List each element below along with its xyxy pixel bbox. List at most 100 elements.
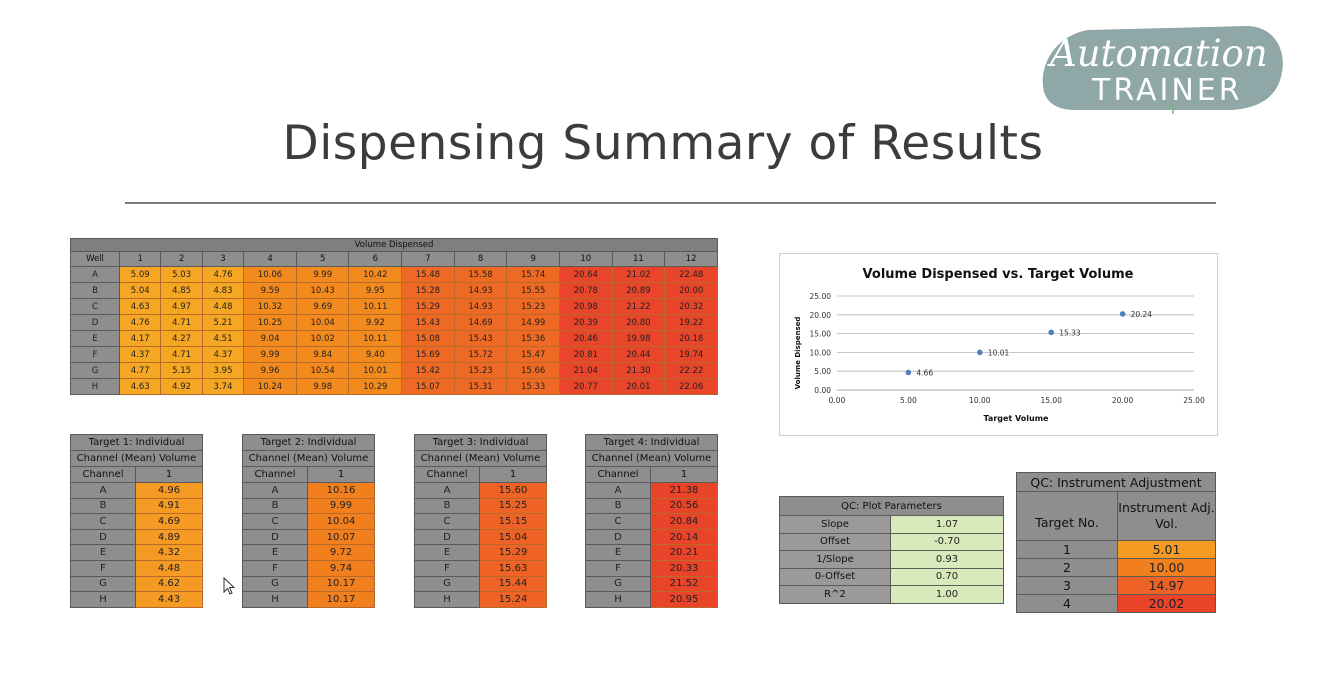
qc-plot-parameters-table: QC: Plot Parameters Slope 1.07 Offset -0.70… — [779, 496, 1004, 604]
channel-value: 9.74 — [307, 559, 375, 577]
target-2-channel-table: Target 2: Individual Channel (Mean) Volum… — [242, 434, 375, 608]
channel-label: C — [585, 513, 651, 530]
channel-label: H — [585, 591, 651, 608]
table-cell: 15.29 — [401, 298, 455, 315]
table-cell: 22.06 — [664, 378, 718, 395]
table-row: G 10.17 — [242, 575, 375, 593]
channel-value: 10.17 — [307, 591, 375, 608]
channel-value: 9.72 — [307, 544, 375, 561]
table-cell: 14.99 — [506, 314, 560, 331]
table-row: C 4.69 — [70, 513, 203, 530]
table-cell: 20.81 — [558, 346, 613, 363]
param-value: 1.07 — [890, 515, 1004, 534]
table-cell: 9.40 — [348, 346, 403, 363]
channel-col-header: 1 — [307, 466, 375, 483]
param-label: Slope — [779, 515, 891, 534]
channel-label: H — [70, 591, 136, 608]
table-row: H 20.95 — [585, 591, 718, 608]
adjusted-volume: 20.02 — [1117, 594, 1216, 613]
table-cell: 4.48 — [201, 298, 245, 315]
table-cell: 5.03 — [160, 266, 203, 283]
table-cell: 4.83 — [201, 282, 245, 299]
table-row: R^2 1.00 — [779, 585, 1004, 604]
table-cell: 20.64 — [558, 266, 613, 283]
channel-value: 15.60 — [479, 482, 547, 499]
target-title-line2: Channel (Mean) Volume — [242, 450, 375, 467]
table-cell: 15.33 — [506, 378, 560, 395]
channel-label: G — [414, 575, 480, 593]
table-cell: 9.59 — [243, 282, 297, 299]
channel-label: F — [414, 559, 480, 577]
table-cell: 4.63 — [118, 378, 162, 395]
table-cell: 15.08 — [401, 330, 455, 347]
row-label: G — [70, 362, 120, 379]
y-tick-label: 20.00 — [810, 311, 832, 320]
channel-value: 4.62 — [135, 575, 203, 593]
channel-label: E — [242, 544, 308, 561]
target-number: 4 — [1016, 594, 1118, 613]
table-cell: 9.92 — [348, 314, 403, 331]
channel-value: 4.69 — [135, 513, 203, 530]
data-label: 15.33 — [1059, 328, 1081, 337]
table-cell: 4.97 — [160, 298, 203, 315]
table-cell: 10.11 — [348, 330, 403, 347]
param-label: 1/Slope — [779, 550, 891, 569]
channel-value: 4.48 — [135, 559, 203, 577]
table-row: D 4.89 — [70, 528, 203, 546]
channel-header: Channel — [585, 466, 651, 483]
table-row: 0-Offset 0.70 — [779, 567, 1004, 586]
target-title-line1: Target 2: Individual — [242, 434, 375, 451]
param-value: -0.70 — [890, 532, 1004, 551]
column-header: 8 — [453, 251, 508, 267]
table-cell: 15.07 — [401, 378, 455, 395]
table-row: F 4.48 — [70, 559, 203, 577]
table-row: D 15.04 — [414, 528, 547, 546]
param-label: R^2 — [779, 585, 891, 604]
table-row: C 15.15 — [414, 513, 547, 530]
table-cell: 10.01 — [348, 362, 403, 379]
table-cell: 20.44 — [611, 346, 666, 363]
table-cell: 15.23 — [506, 298, 560, 315]
table-cell: 9.96 — [243, 362, 297, 379]
table-cell: 15.31 — [453, 378, 508, 395]
column-header: 2 — [160, 251, 203, 267]
target-no-header: Target No. — [1016, 491, 1118, 541]
row-label: D — [70, 314, 120, 331]
table-row: Offset -0.70 — [779, 532, 1004, 551]
table-cell: 19.98 — [611, 330, 666, 347]
channel-label: B — [414, 497, 480, 515]
well-header: Well — [70, 251, 120, 267]
table-row: B 4.91 — [70, 497, 203, 515]
table-cell: 4.51 — [201, 330, 245, 347]
channel-value: 21.52 — [650, 575, 718, 593]
qc-plot-caption: QC: Plot Parameters — [779, 496, 1004, 516]
channel-label: D — [242, 528, 308, 546]
table-cell: 9.98 — [295, 378, 350, 395]
target-title-line2: Channel (Mean) Volume — [414, 450, 547, 467]
channel-value: 10.17 — [307, 575, 375, 593]
channel-label: G — [242, 575, 308, 593]
data-point — [905, 369, 912, 376]
target-1-channel-table: Target 1: Individual Channel (Mean) Volum… — [70, 434, 203, 608]
table-row: B 15.25 — [414, 497, 547, 515]
row-label: C — [70, 298, 120, 315]
param-value: 0.70 — [890, 567, 1004, 586]
channel-value: 15.29 — [479, 544, 547, 561]
table-cell: 9.84 — [295, 346, 350, 363]
table-cell: 4.27 — [160, 330, 203, 347]
table-cell: 22.48 — [664, 266, 718, 283]
channel-label: C — [70, 513, 136, 530]
table-cell: 20.18 — [664, 330, 718, 347]
y-tick-label: 0.00 — [814, 386, 831, 395]
table-cell: 10.02 — [295, 330, 350, 347]
row-label: F — [70, 346, 120, 363]
volume-dispensed-table: Volume Dispensed Well 1 2 3 4 5 6 7 8 9 10 11 12 A 5.… — [70, 238, 718, 395]
target-title-line1: Target 4: Individual — [585, 434, 718, 451]
target-title-line2: Channel (Mean) Volume — [585, 450, 718, 467]
param-value: 0.93 — [890, 550, 1004, 569]
table-row: E 4.17 4.27 4.51 9.04 10.02 10.11 15.08 15.43 15.… — [70, 330, 718, 347]
table-row: H 4.63 4.92 3.74 10.24 9.98 10.29 15.07 15.31 15.… — [70, 378, 718, 395]
target-title-line1: Target 3: Individual — [414, 434, 547, 451]
channel-value: 4.43 — [135, 591, 203, 608]
channel-value: 10.04 — [307, 513, 375, 530]
